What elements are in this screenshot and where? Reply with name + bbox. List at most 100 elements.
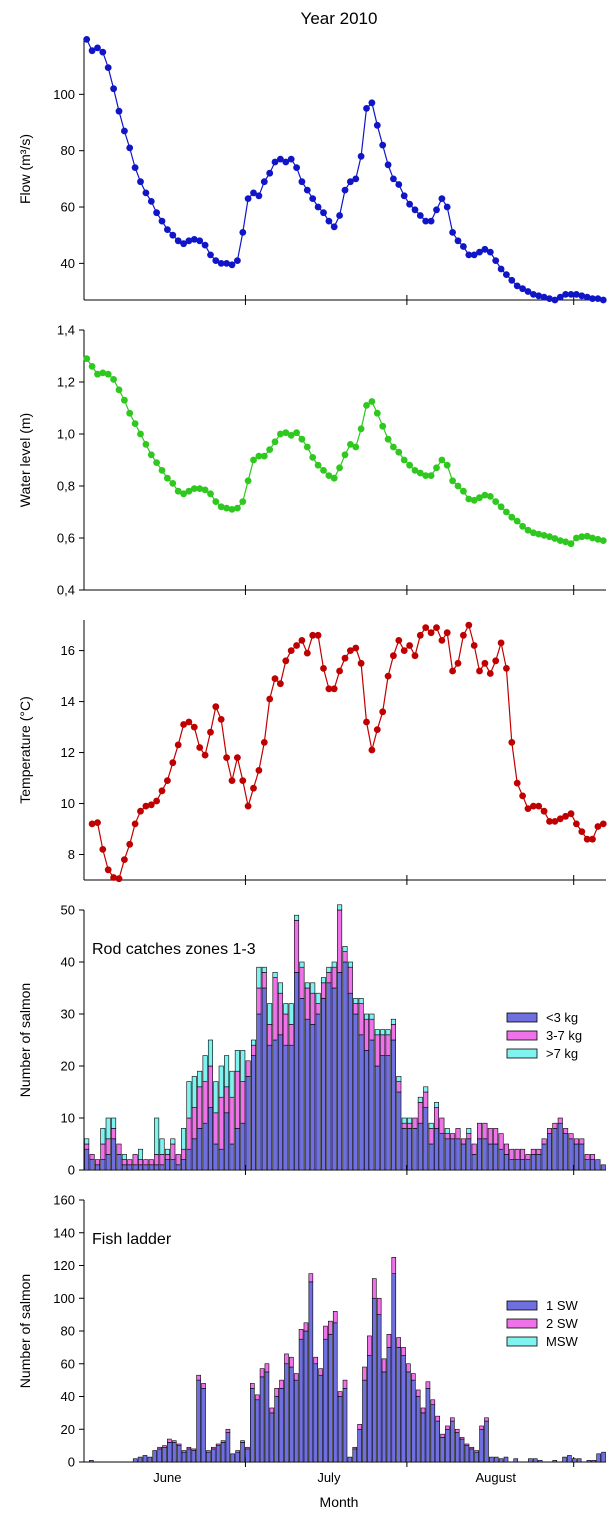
data-point [180,721,188,728]
data-point [556,537,564,544]
data-point [530,802,537,810]
bar-segment [417,1102,423,1124]
y-tick-label: 60 [61,1356,75,1371]
data-point [400,456,408,464]
bar-segment [293,1373,299,1381]
bar-segment [251,1039,257,1046]
data-point [508,739,516,746]
data-point [309,454,317,461]
data-point [513,779,521,787]
data-point [384,161,392,169]
data-point [277,155,284,163]
bar-segment [207,1065,213,1108]
bar-segment [277,982,283,994]
bar-segment [396,1076,402,1082]
data-point [314,631,322,639]
data-point [443,203,451,211]
data-point [540,807,548,815]
bar-segment [207,1039,213,1067]
bar-segment [250,1388,255,1463]
bar-segment [376,1314,382,1463]
bar-segment [439,1117,445,1134]
bar-segment [484,1417,489,1422]
bar-segment [162,1445,167,1448]
data-point [244,195,252,203]
bar-segment [170,1159,176,1171]
y-tick-label: 80 [61,1324,75,1339]
data-point [94,370,101,378]
bar-segment [454,1432,460,1463]
bar-segment [279,1388,284,1463]
legend-swatch [506,1030,538,1041]
bar-segment [353,1003,359,1015]
bar-segment [520,1159,526,1171]
data-point [336,464,343,472]
bar-segment [536,1148,542,1155]
data-point [465,621,473,629]
bar-segment [455,1128,461,1140]
bar-segment [479,1428,484,1463]
bar-segment [167,1438,172,1443]
bar-segment [357,1424,362,1430]
bar-segment [303,1330,309,1463]
data-point [546,533,553,541]
data-point [519,792,526,800]
bar-segment [353,1013,359,1171]
data-point [271,675,279,682]
bar-segment [484,1420,489,1463]
bar-segment [318,1374,323,1463]
bar-segment [259,1368,265,1378]
data-point [551,818,559,825]
bar-segment [224,1086,230,1114]
data-point [357,659,365,667]
data-point [293,429,300,437]
bar-segment [105,1138,111,1155]
bar-segment [509,1159,515,1171]
bar-segment [154,1164,160,1171]
data-point [320,467,327,474]
data-point [287,647,295,654]
bar-segment [159,1154,165,1166]
data-point [336,667,343,675]
series-line [91,623,604,880]
bar-segment [386,1347,392,1463]
bar-segment [215,1443,221,1446]
bar-segment [142,1455,148,1463]
bar-segment [567,1455,572,1463]
bar-segment [509,1148,515,1160]
bar-segment [337,1391,343,1397]
data-point [277,430,284,438]
data-point [88,820,96,828]
bar-segment [353,998,359,1004]
data-point [303,186,311,194]
bar-segment [459,1437,465,1440]
bar-segment [579,1143,585,1171]
y-axis-label: Flow (m³/s) [17,134,33,204]
data-point [174,741,182,749]
bar-segment [315,1013,321,1171]
bar-segment [308,1273,314,1283]
bar-segment [175,1154,181,1166]
bar-segment [213,1143,219,1171]
legend-label: 2 SW [546,1316,579,1331]
bar-segment [417,1096,423,1103]
bar-segment [196,1374,201,1381]
bar-segment [493,1128,499,1145]
month-labels: June July August [153,1470,516,1485]
data-point [201,486,209,494]
bar-segment [132,1164,138,1171]
bar-segment [162,1446,167,1463]
bar-segment [202,1055,208,1082]
bar-segment [520,1148,526,1160]
bar-segment [357,1428,362,1463]
data-point [325,217,333,225]
bar-segment [390,1039,396,1171]
bar-segment [138,1159,144,1166]
bar-segment [586,1460,592,1463]
bar-segment [240,1050,246,1082]
data-point [142,189,150,197]
bar-segment [254,1394,260,1401]
bar-segment [364,1013,370,1020]
data-point [433,206,440,214]
